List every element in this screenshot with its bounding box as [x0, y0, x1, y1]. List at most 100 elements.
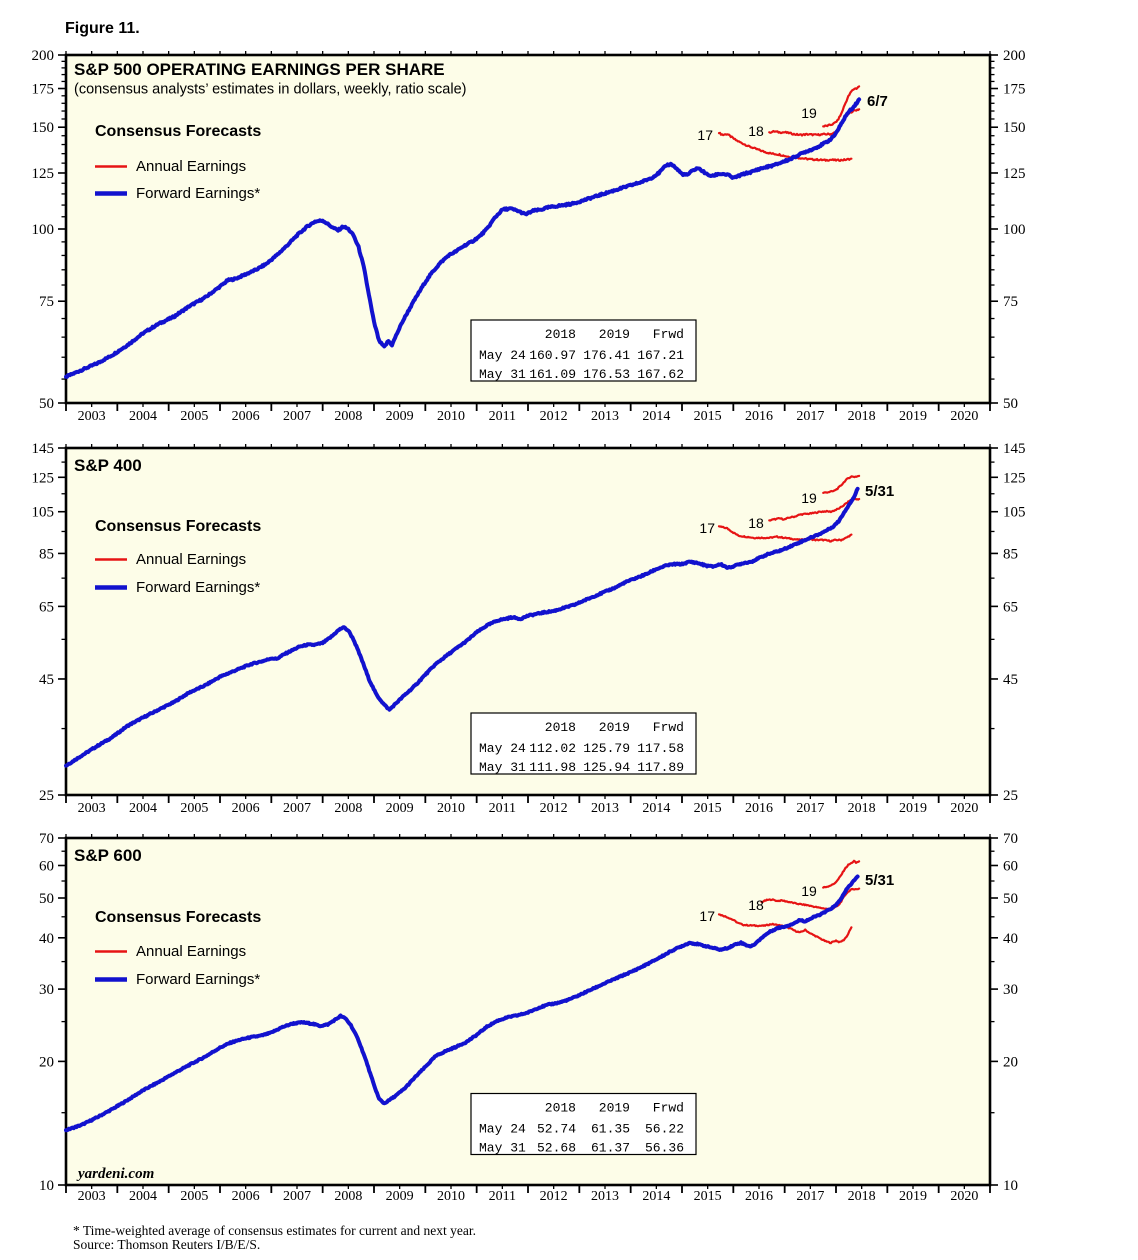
legend-title-2: Consensus Forecasts — [95, 518, 261, 535]
table-value-cell: 56.36 — [645, 1141, 684, 1156]
panel-title-sp500: S&P 500 OPERATING EARNINGS PER SHARE — [74, 60, 445, 79]
annual-earnings-line — [822, 859, 861, 889]
table-value-cell: 176.41 — [583, 348, 630, 363]
y-axis-label-right: 85 — [1003, 546, 1018, 562]
table-value-cell: 125.79 — [583, 741, 630, 756]
table-value-cell: 117.89 — [637, 760, 684, 775]
x-year-label: 2008 — [334, 801, 362, 816]
panel-title-sp600: S&P 600 — [74, 846, 142, 865]
forward-earnings-line — [64, 97, 862, 379]
table-value-cell: 61.37 — [591, 1141, 630, 1156]
table-header-cell: Frwd — [653, 327, 684, 342]
x-year-label: 2005 — [180, 409, 208, 424]
y-axis-label-right: 30 — [1003, 982, 1018, 998]
panel-title-sp400: S&P 400 — [74, 456, 142, 475]
y-axis-label-right: 50 — [1003, 396, 1018, 412]
forward-earnings-line — [64, 874, 860, 1133]
forward-earnings-line — [64, 486, 860, 768]
y-axis-label-left: 65 — [39, 599, 54, 615]
table-row-label: May 31 — [479, 367, 526, 382]
table-value-cell: 167.21 — [637, 348, 684, 363]
x-year-label: 2019 — [899, 801, 927, 816]
table-row-label: May 24 — [479, 348, 526, 363]
source-line: Source: Thomson Reuters I/B/E/S. — [73, 1237, 261, 1252]
y-axis-label-right: 60 — [1003, 858, 1018, 874]
y-axis-label-left: 145 — [32, 441, 55, 457]
x-year-label: 2018 — [848, 409, 876, 424]
legend-label-forward-3: Forward Earnings* — [136, 971, 260, 988]
x-year-label: 2015 — [694, 1189, 722, 1204]
annotation-17-2: 17 — [699, 520, 715, 536]
y-axis-label-left: 75 — [39, 294, 54, 310]
table-header-cell: Frwd — [653, 1101, 684, 1116]
y-axis-label-left: 20 — [39, 1054, 54, 1070]
x-year-label: 2020 — [950, 801, 978, 816]
y-axis-label-left: 200 — [32, 48, 55, 64]
legend-label-annual-3: Annual Earnings — [136, 943, 246, 960]
y-axis-label-right: 20 — [1003, 1054, 1018, 1070]
legend-title-3: Consensus Forecasts — [95, 909, 261, 926]
legend-title-1: Consensus Forecasts — [95, 123, 261, 140]
x-year-label: 2019 — [899, 409, 927, 424]
y-axis-label-right: 100 — [1003, 222, 1026, 238]
table-header-cell: 2018 — [545, 720, 576, 735]
table-value-cell: 52.68 — [537, 1141, 576, 1156]
panel-sp400: 25 25 45 45 65 65 85 85 105 105 125 125 145 145 2003 20… — [32, 441, 1026, 816]
y-axis-label-left: 50 — [39, 396, 54, 412]
y-axis-label-left: 10 — [39, 1178, 54, 1194]
x-year-label: 2005 — [180, 1189, 208, 1204]
panel-subtitle-sp500: (consensus analysts’ estimates in dollar… — [74, 82, 466, 98]
x-year-label: 2020 — [950, 409, 978, 424]
y-axis-label-left: 150 — [32, 120, 55, 136]
x-year-label: 2004 — [129, 801, 157, 816]
panel-sp500: 50 50 75 75 100 100 125 125 150 150 175 175 200 200 20… — [32, 48, 1026, 424]
x-year-label: 2006 — [232, 801, 260, 816]
x-year-label: 2020 — [950, 1189, 978, 1204]
x-year-label: 2003 — [78, 801, 106, 816]
annual-earnings-line — [717, 131, 853, 162]
inset-table-box — [470, 319, 697, 382]
table-value-cell: 117.58 — [637, 741, 684, 756]
y-axis-label-left: 175 — [32, 82, 55, 98]
y-axis-label-right: 105 — [1003, 505, 1026, 521]
legend-label-forward-1: Forward Earnings* — [136, 185, 260, 202]
annual-earnings-line — [717, 525, 853, 543]
annotation-17-3: 17 — [699, 908, 715, 924]
table-value-cell: 52.74 — [537, 1122, 576, 1137]
x-year-label: 2004 — [129, 1189, 157, 1204]
y-axis-label-left: 70 — [39, 831, 54, 847]
x-year-label: 2008 — [334, 1189, 362, 1204]
table-value-cell: 125.94 — [583, 760, 630, 775]
annotation-19-1: 19 — [801, 105, 817, 121]
table-header-cell: 2019 — [599, 327, 630, 342]
x-year-label: 2011 — [489, 801, 516, 816]
table-value-cell: 161.09 — [529, 367, 576, 382]
y-axis-label-left: 50 — [39, 891, 54, 907]
x-year-label: 2003 — [78, 409, 106, 424]
table-row-label: May 31 — [479, 1141, 526, 1156]
x-year-label: 2017 — [796, 409, 824, 424]
y-axis-label-right: 125 — [1003, 166, 1026, 182]
x-year-label: 2009 — [386, 801, 414, 816]
x-year-label: 2016 — [745, 1189, 773, 1204]
x-year-label: 2015 — [694, 409, 722, 424]
x-year-label: 2018 — [848, 801, 876, 816]
x-year-label: 2006 — [232, 1189, 260, 1204]
figure-label: Figure 11. — [65, 20, 140, 37]
inset-table-box — [470, 1092, 697, 1156]
x-year-label: 2012 — [540, 1189, 568, 1204]
table-row-label: May 24 — [479, 741, 526, 756]
watermark: yardeni.com — [76, 1166, 154, 1182]
y-axis-label-right: 75 — [1003, 294, 1018, 310]
x-year-label: 2019 — [899, 1189, 927, 1204]
table-value-cell: 167.62 — [637, 367, 684, 382]
table-row-label: May 24 — [479, 1122, 526, 1137]
y-axis-label-left: 125 — [32, 166, 55, 182]
x-year-label: 2013 — [591, 801, 619, 816]
y-axis-label-right: 65 — [1003, 599, 1018, 615]
y-axis-label-right: 45 — [1003, 672, 1018, 688]
legend-label-annual-2: Annual Earnings — [136, 551, 246, 568]
y-axis-label-right: 50 — [1003, 891, 1018, 907]
